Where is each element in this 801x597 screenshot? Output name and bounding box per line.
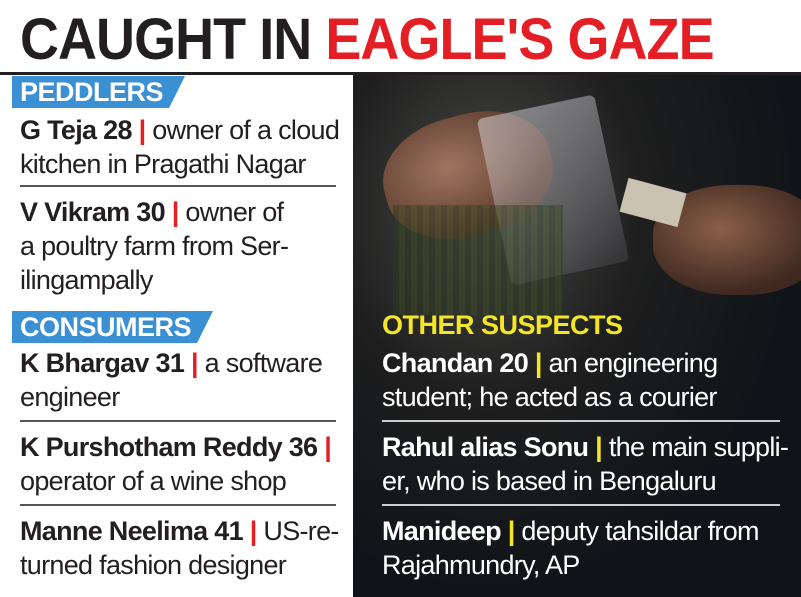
divider bbox=[20, 504, 336, 506]
description: deputy tahsildar from bbox=[521, 516, 759, 546]
description: owner of bbox=[185, 197, 284, 227]
description: the main suppli- bbox=[608, 432, 789, 462]
separator: | bbox=[534, 348, 543, 378]
section-label: PEDDLERS bbox=[20, 77, 164, 107]
suspect-entry: Manideep | deputy tahsildar from Rajahmun… bbox=[382, 514, 760, 582]
person-name: G Teja 28 bbox=[20, 115, 132, 145]
description: Rajahmundry, AP bbox=[382, 550, 580, 580]
divider bbox=[382, 504, 780, 506]
consumer-entry: K Purshotham Reddy 36 | operator of a win… bbox=[20, 430, 332, 498]
description: a software bbox=[204, 348, 323, 378]
headline-rule bbox=[0, 72, 801, 75]
separator: | bbox=[324, 432, 332, 462]
person-name: Chandan 20 bbox=[382, 348, 529, 378]
section-other-suspects: OTHER SUSPECTS bbox=[382, 310, 623, 340]
headline: CAUGHT IN EAGLE'S GAZE bbox=[20, 7, 715, 72]
section-label: CONSUMERS bbox=[20, 312, 192, 342]
separator: | bbox=[249, 516, 258, 546]
headline-black: CAUGHT IN bbox=[20, 7, 326, 72]
divider bbox=[382, 420, 780, 422]
suspect-entry: Rahul alias Sonu | the main suppli-er, w… bbox=[382, 430, 789, 498]
person-name: K Purshotham Reddy 36 bbox=[20, 432, 318, 462]
consumer-entry: K Bhargav 31 | a software engineer bbox=[20, 346, 323, 414]
divider bbox=[20, 185, 336, 187]
person-name: V Vikram 30 bbox=[20, 197, 166, 227]
headline-red: EAGLE'S GAZE bbox=[325, 7, 714, 72]
drug-exchange-photo bbox=[353, 75, 801, 597]
peddler-entry: G Teja 28 | owner of a cloud kitchen in P… bbox=[20, 113, 340, 181]
description: engineer bbox=[20, 382, 120, 412]
description: a poultry farm from Ser- bbox=[20, 231, 289, 261]
separator: | bbox=[171, 197, 180, 227]
person-name: K Bhargav 31 bbox=[20, 348, 185, 378]
suspect-entry: Chandan 20 | an engineering student; he a… bbox=[382, 346, 719, 414]
section-peddlers: PEDDLERS bbox=[12, 76, 171, 108]
description: kitchen in Pragathi Nagar bbox=[20, 149, 306, 179]
separator: | bbox=[191, 348, 199, 378]
description: ilingampally bbox=[20, 265, 153, 295]
person-name: Rahul alias Sonu bbox=[382, 432, 589, 462]
section-consumers: CONSUMERS bbox=[12, 311, 199, 343]
separator: | bbox=[595, 432, 603, 462]
divider bbox=[20, 420, 336, 422]
description: US-re- bbox=[263, 516, 339, 546]
person-name: Manne Neelima 41 bbox=[20, 516, 244, 546]
description: an engineering bbox=[548, 348, 719, 378]
description: owner of a cloud bbox=[152, 115, 340, 145]
consumer-entry: Manne Neelima 41 | US-re-turned fashion … bbox=[20, 514, 339, 582]
description: er, who is based in Bengaluru bbox=[382, 466, 717, 496]
peddler-entry: V Vikram 30 | owner of a poultry farm fro… bbox=[20, 195, 289, 297]
description: student; he acted as a courier bbox=[382, 382, 717, 412]
description: turned fashion designer bbox=[20, 550, 287, 580]
separator: | bbox=[138, 115, 147, 145]
person-name: Manideep bbox=[382, 516, 502, 546]
separator: | bbox=[507, 516, 516, 546]
description: operator of a wine shop bbox=[20, 466, 287, 496]
